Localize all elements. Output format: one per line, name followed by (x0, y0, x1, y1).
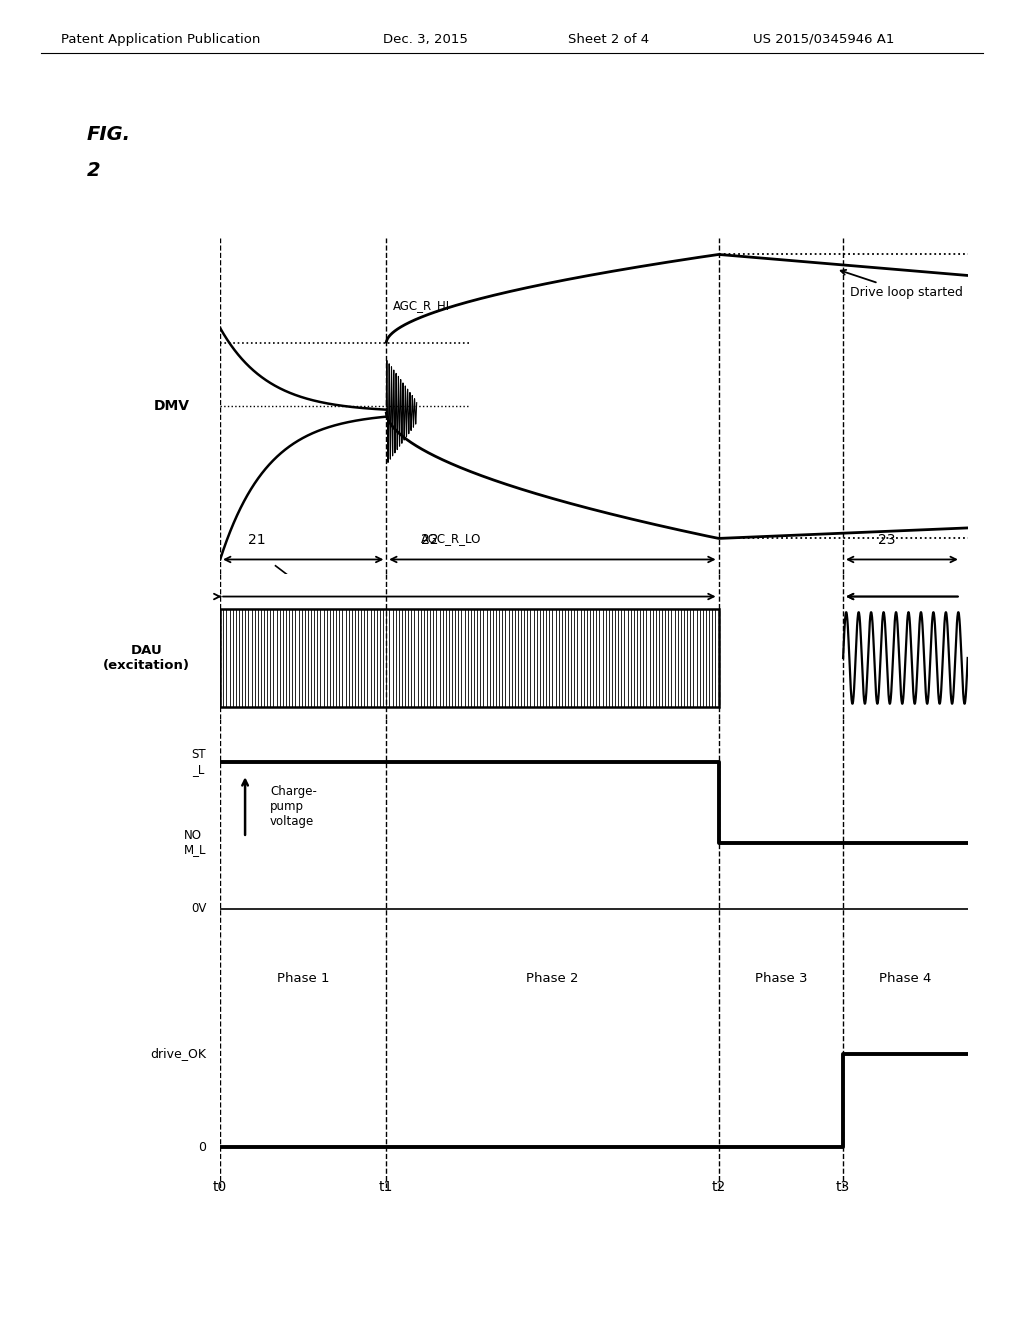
Text: FIG.: FIG. (87, 125, 131, 144)
Text: 23: 23 (878, 533, 895, 546)
Text: NO
M_L: NO M_L (184, 829, 206, 857)
Text: US 2015/0345946 A1: US 2015/0345946 A1 (753, 33, 894, 46)
Text: Charge-
pump
voltage: Charge- pump voltage (270, 785, 316, 828)
Text: t2: t2 (712, 1180, 726, 1193)
Text: 21: 21 (248, 533, 265, 546)
Text: 0V: 0V (190, 903, 206, 915)
Text: AGC_R_LO: AGC_R_LO (421, 532, 481, 545)
Text: Dec. 3, 2015: Dec. 3, 2015 (383, 33, 467, 46)
Text: AGC_R_HI: AGC_R_HI (393, 300, 451, 313)
Text: DMV: DMV (154, 399, 189, 413)
Text: ST
_L: ST _L (191, 748, 206, 776)
Text: Phase 2: Phase 2 (526, 972, 579, 985)
Text: 22: 22 (421, 533, 438, 546)
Text: Phase 1: Phase 1 (276, 972, 330, 985)
Text: Phase 4: Phase 4 (880, 972, 932, 985)
Text: Patent Application Publication: Patent Application Publication (61, 33, 261, 46)
Text: t1: t1 (379, 1180, 393, 1193)
Bar (220, 609, 719, 708)
Text: Sheet 2 of 4: Sheet 2 of 4 (568, 33, 649, 46)
Text: t3: t3 (836, 1180, 850, 1193)
Text: 0: 0 (199, 1140, 206, 1154)
Text: Phase 3: Phase 3 (755, 972, 807, 985)
Text: Drive loop started: Drive loop started (841, 269, 963, 300)
Text: t0: t0 (213, 1180, 227, 1193)
Text: 2: 2 (87, 161, 100, 180)
Text: drive_OK: drive_OK (151, 1047, 206, 1060)
Text: DAU
(excitation): DAU (excitation) (102, 644, 189, 672)
